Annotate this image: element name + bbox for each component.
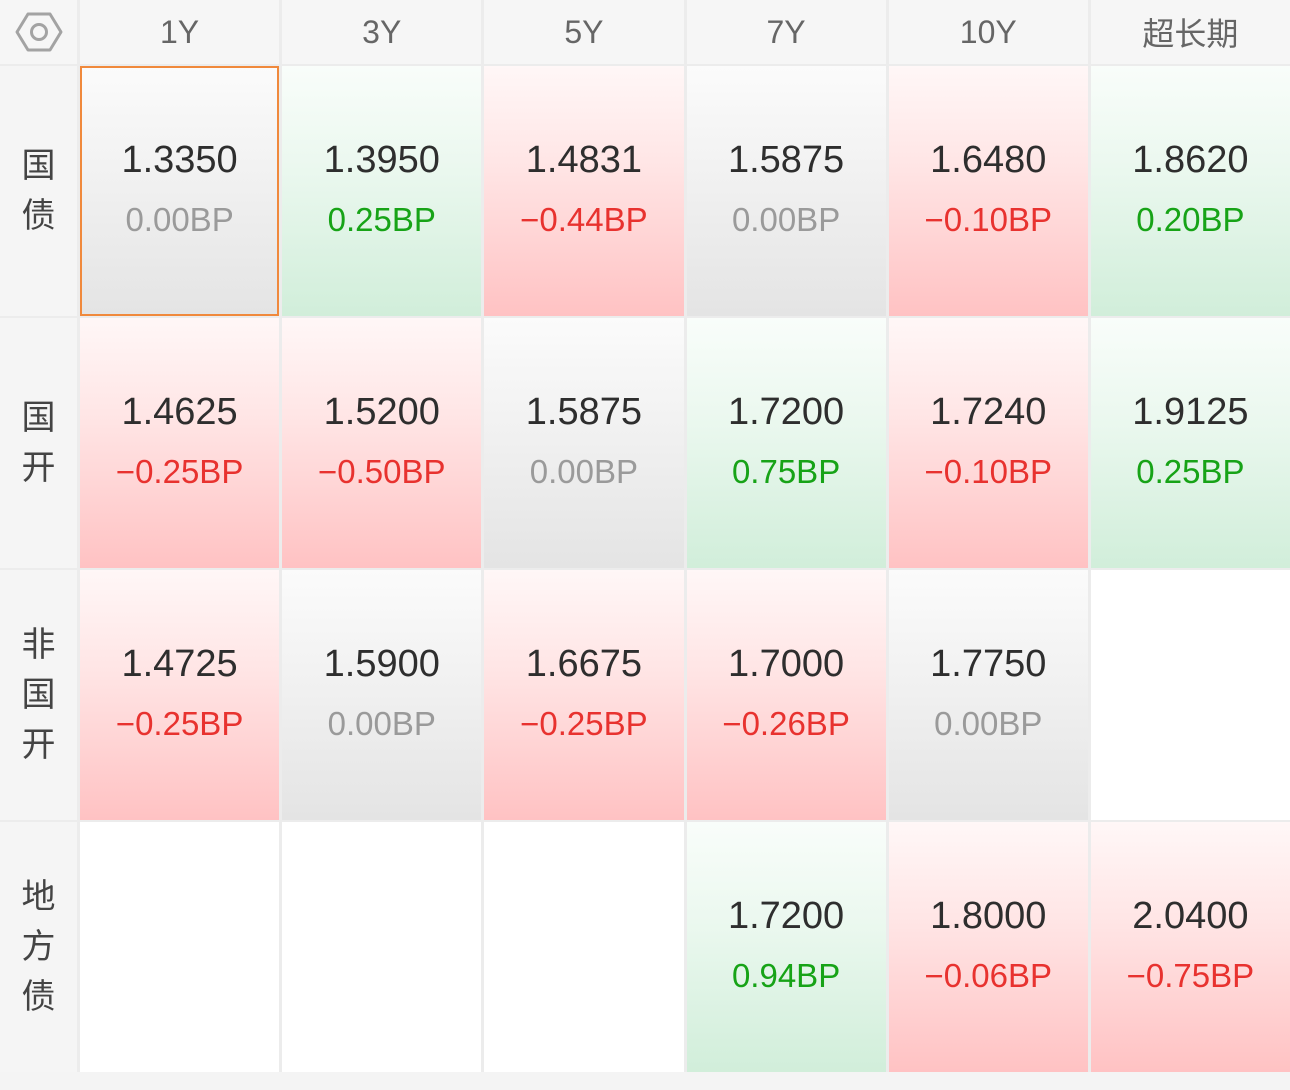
yield-value: 1.8000 <box>930 895 1047 937</box>
yield-value: 1.5200 <box>323 391 440 433</box>
yield-change: 0.00BP <box>327 705 436 742</box>
yield-change: 0.00BP <box>125 201 234 238</box>
column-header-ultra-long: 超长期 <box>1090 0 1290 64</box>
cell-non-cdb-7y[interactable]: 1.7000 −0.26BP <box>686 570 886 820</box>
yield-value: 1.7750 <box>930 643 1047 685</box>
yield-value: 1.7000 <box>727 643 845 685</box>
yield-value: 1.6675 <box>525 643 643 685</box>
cell-local-govt-ultra-long[interactable]: 2.0400 −0.75BP <box>1090 822 1290 1072</box>
yield-value: 1.4625 <box>121 391 238 433</box>
yield-value: 1.4725 <box>121 643 238 685</box>
row-label-text: 非国开 <box>21 626 56 764</box>
yield-value: 1.7240 <box>930 391 1047 433</box>
yield-change: −0.44BP <box>520 201 648 238</box>
column-header-3y: 3Y <box>282 0 482 64</box>
row-label-cdb: 国开 <box>0 318 77 568</box>
settings-hexagon-icon <box>15 12 62 52</box>
row-label-non-cdb: 非国开 <box>0 570 77 820</box>
settings-button[interactable] <box>0 0 77 64</box>
row-label-text: 国债 <box>21 147 56 235</box>
yield-change: 0.20BP <box>1136 201 1245 238</box>
yield-change: 0.75BP <box>731 453 841 490</box>
cell-local-govt-10y[interactable]: 1.8000 −0.06BP <box>888 822 1088 1072</box>
column-header-7y: 7Y <box>686 0 886 64</box>
column-header-5y: 5Y <box>484 0 684 64</box>
yield-value: 1.7200 <box>727 895 845 937</box>
row-label-text: 地方债 <box>21 878 56 1016</box>
yield-value: 1.8620 <box>1132 139 1249 181</box>
yield-change: 0.25BP <box>327 201 436 238</box>
cell-non-cdb-5y[interactable]: 1.6675 −0.25BP <box>484 570 684 820</box>
yield-change: 0.94BP <box>731 957 841 994</box>
cell-local-govt-1y-empty <box>80 822 280 1072</box>
row-label-text: 国开 <box>21 399 56 487</box>
cell-cdb-ultra-long[interactable]: 1.9125 0.25BP <box>1090 318 1290 568</box>
yield-change: 0.00BP <box>934 705 1043 742</box>
cell-cdb-3y[interactable]: 1.5200 −0.50BP <box>282 318 482 568</box>
cell-govt-bond-1y[interactable]: 1.3350 0.00BP <box>80 66 280 316</box>
row-label-local-govt: 地方债 <box>0 822 77 1072</box>
cell-govt-bond-3y[interactable]: 1.3950 0.25BP <box>282 66 482 316</box>
yield-value: 1.5875 <box>727 139 845 181</box>
yield-change: −0.75BP <box>1126 957 1255 994</box>
cell-local-govt-5y-empty <box>484 822 684 1072</box>
cell-non-cdb-3y[interactable]: 1.5900 0.00BP <box>282 570 482 820</box>
cell-cdb-10y[interactable]: 1.7240 −0.10BP <box>888 318 1088 568</box>
yield-change: −0.10BP <box>924 453 1052 490</box>
cell-non-cdb-ultra-long-empty <box>1090 570 1290 820</box>
yield-value: 1.4831 <box>525 139 643 181</box>
yield-change: −0.25BP <box>115 453 244 490</box>
yield-value: 1.5875 <box>525 391 643 433</box>
yield-value: 1.9125 <box>1132 391 1249 433</box>
yield-value: 1.3950 <box>323 139 440 181</box>
yield-change: −0.26BP <box>722 705 850 742</box>
row-label-govt-bond: 国债 <box>0 66 77 316</box>
yield-value: 1.6480 <box>930 139 1047 181</box>
cell-local-govt-7y[interactable]: 1.7200 0.94BP <box>686 822 886 1072</box>
cell-local-govt-3y-empty <box>282 822 482 1072</box>
yield-value: 1.3350 <box>121 139 238 181</box>
yield-change: 0.25BP <box>1136 453 1245 490</box>
yield-value: 1.5900 <box>323 643 440 685</box>
cell-govt-bond-10y[interactable]: 1.6480 −0.10BP <box>888 66 1088 316</box>
yield-change: −0.10BP <box>924 201 1052 238</box>
cell-govt-bond-ultra-long[interactable]: 1.8620 0.20BP <box>1090 66 1290 316</box>
column-header-10y: 10Y <box>888 0 1088 64</box>
cell-cdb-5y[interactable]: 1.5875 0.00BP <box>484 318 684 568</box>
cell-non-cdb-1y[interactable]: 1.4725 −0.25BP <box>80 570 280 820</box>
yield-value: 1.7200 <box>727 391 845 433</box>
cell-govt-bond-5y[interactable]: 1.4831 −0.44BP <box>484 66 684 316</box>
yield-change: −0.06BP <box>924 957 1052 994</box>
yield-change: −0.25BP <box>115 705 244 742</box>
yield-change: 0.00BP <box>731 201 841 238</box>
cell-cdb-7y[interactable]: 1.7200 0.75BP <box>686 318 886 568</box>
column-header-1y: 1Y <box>80 0 280 64</box>
cell-govt-bond-7y[interactable]: 1.5875 0.00BP <box>686 66 886 316</box>
yield-change: 0.00BP <box>529 453 639 490</box>
cell-non-cdb-10y[interactable]: 1.7750 0.00BP <box>888 570 1088 820</box>
yield-value: 2.0400 <box>1132 895 1249 937</box>
cell-cdb-1y[interactable]: 1.4625 −0.25BP <box>80 318 280 568</box>
yield-change: −0.50BP <box>317 453 446 490</box>
yield-change: −0.25BP <box>520 705 648 742</box>
